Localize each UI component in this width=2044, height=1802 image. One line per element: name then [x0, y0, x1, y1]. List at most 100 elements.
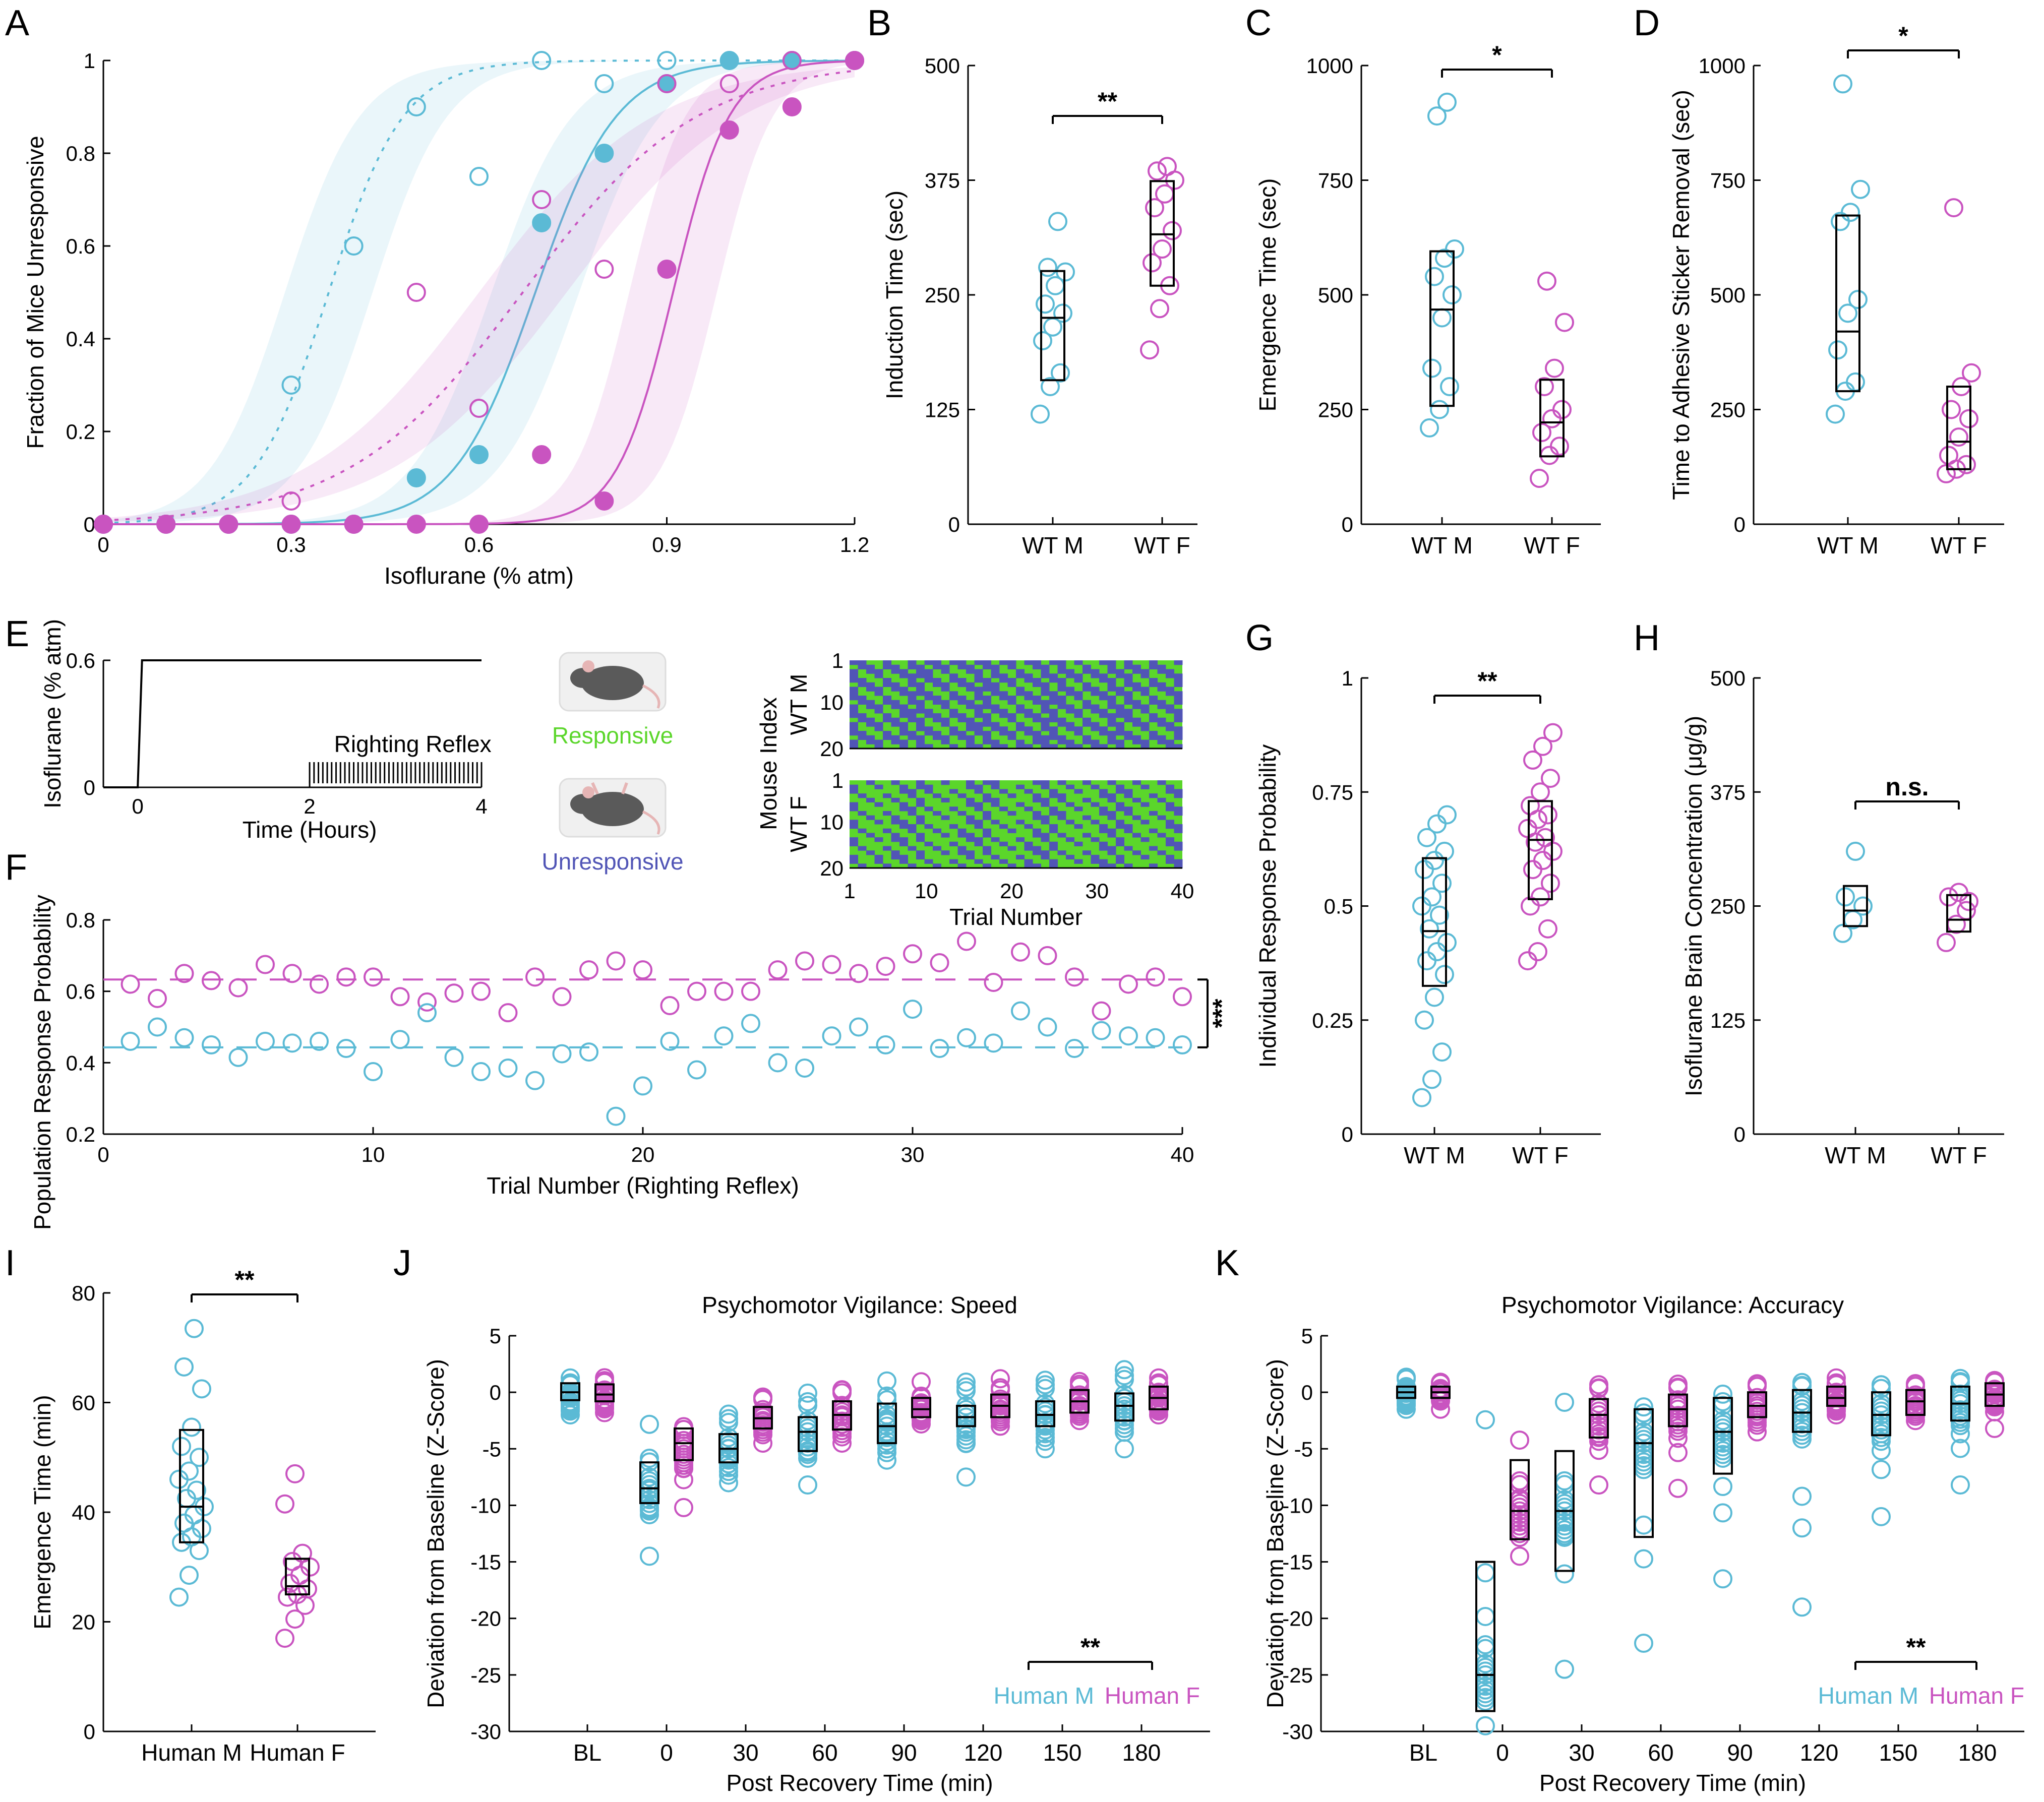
panel-I-y-tick-label: 0: [84, 1720, 95, 1744]
heatmap-cell: [874, 673, 883, 678]
panel-J-point: [1036, 1371, 1055, 1390]
panel-F-point: [903, 944, 922, 964]
panel-K-point: [1827, 1401, 1846, 1421]
panel-I-point: [285, 1609, 305, 1629]
panel-A-y-tick-label: 0.4: [66, 327, 95, 351]
panel-F-y-label: Population Response Probability: [29, 895, 55, 1230]
panel-J-point: [956, 1377, 976, 1397]
heatmap-cell: [1166, 709, 1174, 714]
heatmap-cell: [1007, 863, 1016, 868]
panel-K-point: [1872, 1507, 1891, 1526]
heatmap-cell: [966, 726, 975, 731]
panel-J-significance-label: **: [1080, 1633, 1100, 1661]
heatmap-cell: [916, 744, 925, 749]
panel-K-box: [1792, 1389, 1812, 1433]
heatmap-cell: [999, 660, 1008, 665]
panel-H-y-tick-label: 125: [1710, 1009, 1746, 1032]
heatmap-cell: [933, 696, 941, 701]
panel-J-point: [561, 1401, 580, 1421]
heatmap-cell: [908, 696, 917, 701]
heatmap-cell: [974, 696, 983, 701]
heatmap-cell: [1132, 700, 1141, 705]
heatmap-cell: [866, 780, 875, 785]
panel-F-point: [228, 978, 248, 998]
heatmap-cell: [1107, 704, 1116, 709]
panel-C-point: [1432, 308, 1452, 328]
heatmap-cell: [1116, 691, 1124, 696]
panel-I-significance-label: **: [235, 1266, 255, 1294]
panel-I-y-tick-label: 20: [72, 1610, 95, 1634]
heatmap-cell: [916, 722, 925, 727]
panel-B-point: [1053, 303, 1072, 323]
heatmap-cell: [974, 824, 983, 829]
panel-F-point: [633, 960, 652, 980]
heatmap-cell: [866, 833, 875, 838]
panel-K-point: [1589, 1375, 1608, 1395]
panel-J-point: [1115, 1422, 1134, 1442]
heatmap-cell: [974, 678, 983, 683]
heatmap-cell: [1049, 691, 1058, 696]
heatmap-cell: [1041, 837, 1050, 842]
heatmap-cell: [1166, 704, 1174, 709]
heatmap-cell: [850, 824, 858, 829]
panel-C-point: [1555, 313, 1574, 332]
heatmap-cell: [916, 854, 925, 860]
panel-J-box: [956, 1405, 976, 1427]
heatmap-cell: [974, 859, 983, 864]
panel-B-label: B: [867, 3, 891, 43]
panel-B-point: [1153, 239, 1172, 259]
heatmap-cell: [1041, 815, 1050, 820]
heatmap-cell: [899, 784, 908, 789]
heatmap-cell: [1016, 709, 1025, 714]
heatmap-cell: [974, 744, 983, 749]
heatmap-cell: [1041, 722, 1050, 727]
heatmap-cell: [908, 678, 917, 683]
heatmap-cell: [1107, 722, 1116, 727]
heatmap-cell: [1157, 850, 1166, 855]
heatmap-cell: [974, 841, 983, 846]
panel-C-x-tick-label: WT M: [1411, 532, 1473, 558]
mouse-head: [570, 668, 596, 688]
heatmap-cell: [1107, 669, 1116, 674]
heatmap-cell: [891, 815, 900, 820]
panel-K-point: [1951, 1475, 1970, 1495]
panel-B-y-tick-label: 500: [925, 54, 960, 78]
panel-K-point: [1634, 1549, 1653, 1569]
heatmap-cell: [966, 784, 975, 789]
panel-F-x-tick-label: 20: [631, 1143, 655, 1166]
heatmap-cell: [1157, 687, 1166, 692]
heatmap-cell: [1107, 717, 1116, 722]
panel-H-point: [1853, 896, 1873, 916]
panel-G-point: [1425, 987, 1444, 1007]
heatmap-cell: [1107, 660, 1116, 665]
heatmap-cell: [1140, 739, 1150, 744]
panel-J-point: [595, 1371, 614, 1390]
heatmap-cell: [1049, 793, 1058, 798]
heatmap-cell: [866, 682, 875, 687]
heatmap-cell: [1174, 726, 1183, 731]
panel-H-point: [1959, 892, 1978, 911]
heatmap-cell: [974, 722, 983, 727]
panel-J-point: [1036, 1432, 1055, 1451]
heatmap-y-label: Mouse Index: [755, 697, 781, 830]
heatmap-y-tick-label: 1: [832, 649, 844, 672]
panel-B-x-tick-label: WT F: [1134, 532, 1190, 558]
panel-H-box: [1843, 885, 1868, 927]
heatmap-cell: [1166, 726, 1174, 731]
panel-K-point: [1951, 1416, 1970, 1436]
heatmap-cell: [1033, 731, 1041, 736]
panel-A-point: [344, 236, 364, 256]
heatmap-cell: [1116, 841, 1124, 846]
heatmap-cell: [1124, 713, 1133, 718]
panel-J-y-tick-label: -15: [470, 1550, 501, 1574]
heatmap-cell: [891, 669, 900, 674]
heatmap-cell: [1124, 735, 1133, 740]
heatmap-cell: [1116, 837, 1124, 842]
panel-A-x-tick-label: 0.9: [652, 533, 681, 556]
heatmap-cell: [1074, 713, 1083, 718]
heatmap-cell: [1174, 660, 1183, 665]
panel-K-point: [1634, 1515, 1653, 1535]
heatmap-cell: [1124, 717, 1133, 722]
heatmap-cell: [991, 820, 1000, 825]
heatmap-cell: [1166, 744, 1174, 749]
